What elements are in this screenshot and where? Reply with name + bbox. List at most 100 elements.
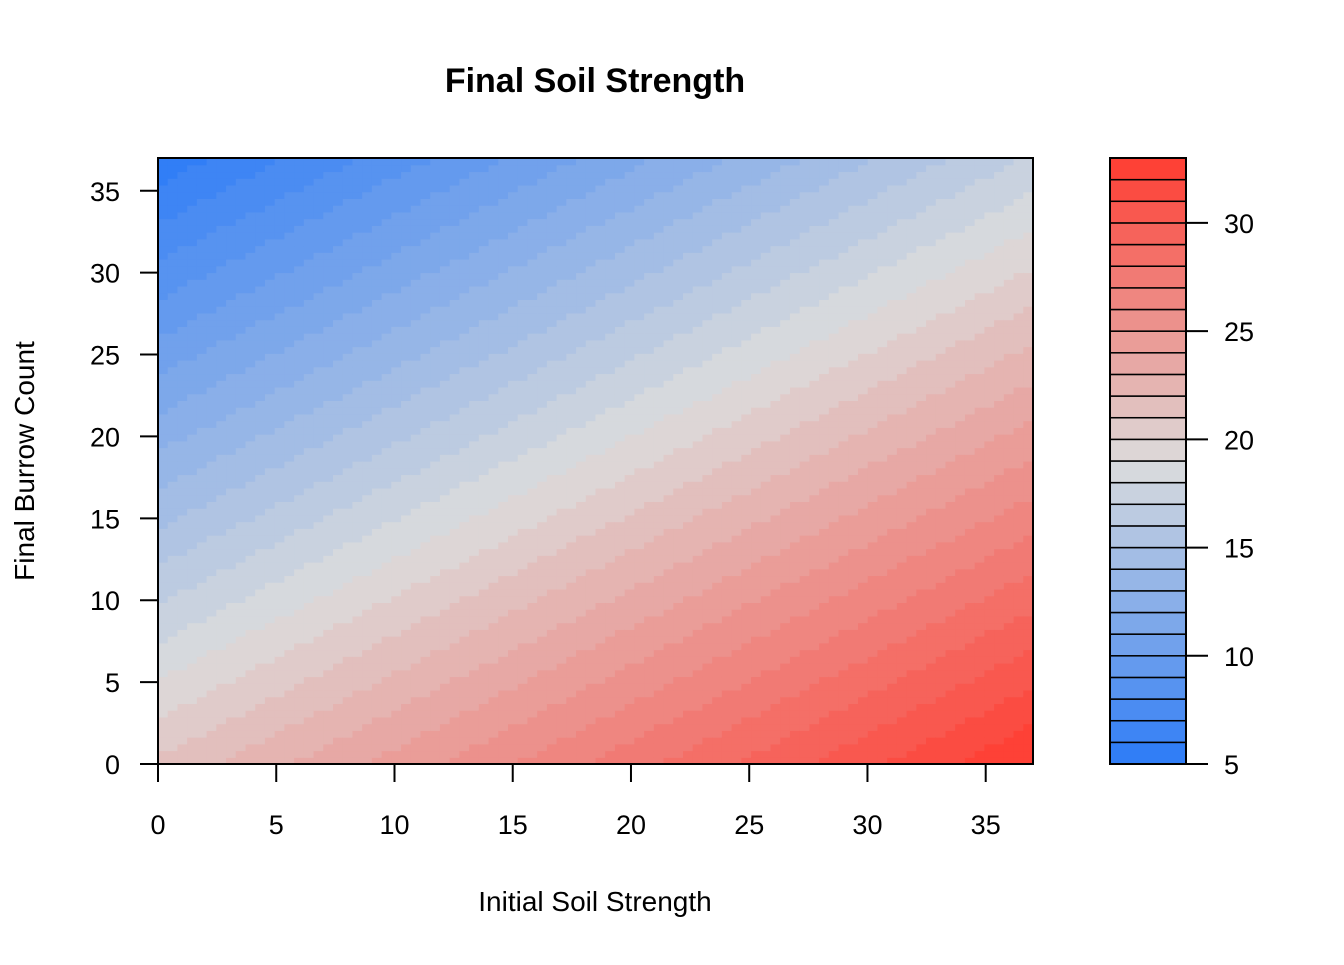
contour-cell	[362, 703, 373, 711]
contour-cell	[478, 454, 490, 462]
contour-cell	[342, 184, 354, 193]
contour-cell	[352, 501, 363, 509]
contour-cell	[410, 696, 422, 704]
contour-cell	[333, 710, 344, 718]
contour-cell	[537, 285, 548, 294]
contour-cell	[585, 622, 597, 630]
contour-cell	[556, 225, 567, 233]
contour-cell	[634, 393, 645, 401]
contour-cell	[381, 346, 392, 354]
contour-cell	[206, 501, 217, 509]
contour-cell	[439, 225, 451, 233]
contour-cell	[187, 615, 198, 624]
contour-cell	[313, 279, 324, 287]
contour-cell	[352, 198, 363, 206]
contour-cell	[614, 319, 626, 327]
contour-cell	[537, 427, 548, 435]
contour-cell	[439, 292, 451, 300]
contour-cell	[449, 501, 460, 509]
contour-cell	[313, 299, 324, 307]
contour-cell	[449, 636, 460, 644]
contour-cell	[430, 487, 441, 496]
contour-cell	[216, 232, 227, 240]
contour-cell	[187, 198, 198, 206]
contour-cell	[595, 750, 606, 758]
contour-cell	[469, 346, 480, 354]
contour-cell	[196, 353, 208, 361]
contour-cell	[371, 373, 383, 381]
contour-cell	[381, 622, 392, 630]
contour-cell	[401, 521, 412, 529]
contour-cell	[546, 750, 558, 758]
contour-cell	[439, 360, 451, 368]
contour-cell	[294, 588, 305, 597]
contour-cell	[158, 171, 169, 179]
contour-cell	[177, 346, 188, 354]
contour-cell	[284, 232, 295, 240]
contour-cell	[255, 184, 266, 193]
contour-cell	[158, 232, 169, 240]
contour-cell	[420, 366, 431, 375]
contour-cell	[284, 184, 295, 193]
contour-cell	[323, 360, 334, 368]
contour-cell	[595, 259, 606, 267]
contour-cell	[614, 447, 626, 455]
contour-cell	[566, 541, 577, 550]
contour-cell	[313, 366, 324, 375]
contour-cell	[255, 703, 266, 711]
contour-cell	[527, 279, 538, 287]
contour-cell	[508, 319, 519, 327]
contour-cell	[576, 575, 587, 583]
contour-cell	[401, 312, 412, 321]
contour-cell	[634, 326, 645, 334]
contour-cell	[167, 689, 179, 698]
contour-cell	[595, 622, 606, 630]
contour-cell	[226, 568, 237, 577]
contour-cell	[644, 346, 655, 354]
contour-cell	[420, 541, 431, 550]
contour-cell	[206, 413, 217, 422]
contour-cell	[614, 481, 626, 489]
contour-cell	[196, 723, 208, 731]
contour-cell	[177, 622, 188, 630]
contour-cell	[673, 259, 684, 267]
contour-cell	[352, 178, 363, 186]
contour-cell	[459, 265, 470, 274]
contour-cell	[216, 319, 227, 327]
contour-cell	[459, 279, 470, 287]
contour-cell	[683, 360, 694, 368]
contour-cell	[235, 413, 247, 422]
contour-cell	[401, 501, 412, 509]
contour-cell	[430, 588, 441, 597]
contour-cell	[595, 676, 606, 684]
contour-cell	[614, 326, 626, 334]
contour-cell	[469, 225, 480, 233]
contour-cell	[264, 555, 276, 563]
contour-cell	[673, 474, 684, 482]
contour-cell	[362, 743, 373, 752]
contour-cell	[264, 339, 276, 348]
contour-cell	[566, 535, 577, 543]
contour-cell	[158, 306, 169, 314]
contour-cell	[255, 191, 266, 199]
contour-cell	[206, 716, 217, 725]
contour-cell	[313, 285, 324, 294]
contour-cell	[313, 319, 324, 327]
contour-cell	[410, 386, 422, 395]
contour-cell	[692, 710, 704, 718]
contour-cell	[469, 164, 480, 173]
contour-cell	[167, 663, 179, 671]
contour-cell	[624, 272, 635, 280]
contour-cell	[342, 494, 354, 502]
contour-cell	[692, 528, 704, 536]
contour-cell	[439, 434, 451, 442]
contour-cell	[177, 434, 188, 442]
contour-cell	[274, 649, 285, 657]
contour-cell	[566, 642, 577, 651]
contour-cell	[245, 312, 256, 321]
contour-cell	[527, 622, 538, 630]
contour-cell	[595, 333, 606, 341]
contour-cell	[255, 373, 266, 381]
contour-cell	[255, 548, 266, 556]
contour-cell	[614, 353, 626, 361]
